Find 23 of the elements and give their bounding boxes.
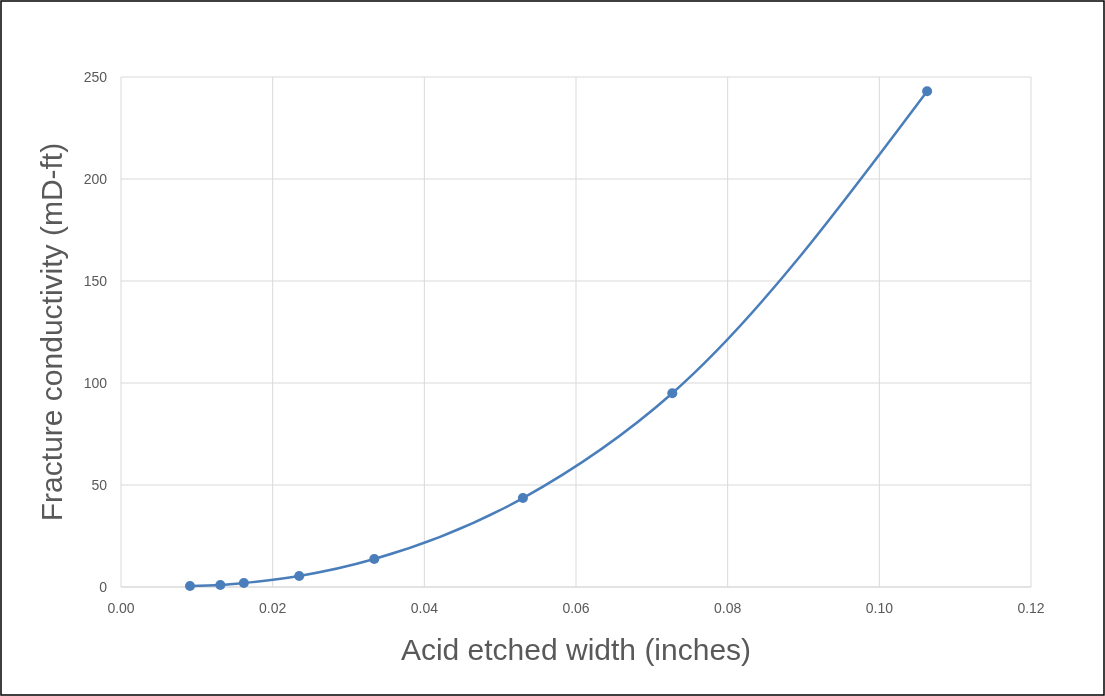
x-tick-label: 0.04 [410, 600, 439, 616]
point [369, 554, 380, 565]
point [215, 579, 226, 590]
x-tick-label: 0.06 [562, 600, 590, 616]
y-tick-label: 250 [83, 68, 108, 85]
x-tick-label: 0.02 [259, 600, 287, 616]
point [667, 388, 678, 399]
point [238, 577, 249, 588]
x-tick-label: 0.12 [1017, 600, 1045, 616]
y-tick-label: 0 [99, 578, 108, 595]
x-tick-label: 0.10 [865, 600, 894, 616]
x-axis-title: Acid etched width (inches) [400, 633, 752, 666]
y-tick-label: 200 [83, 170, 108, 187]
x-tick-label: 0.00 [107, 600, 135, 616]
y-axis-title: Fracture conductivity (mD-ft) [35, 142, 68, 522]
point [294, 570, 305, 581]
point [517, 493, 528, 504]
y-tick-label: 100 [83, 374, 108, 391]
x-tick-label: 0.08 [714, 600, 742, 616]
point [185, 580, 196, 591]
y-tick-label: 50 [91, 476, 108, 493]
y-tick-label: 150 [83, 272, 108, 289]
point [922, 86, 933, 97]
